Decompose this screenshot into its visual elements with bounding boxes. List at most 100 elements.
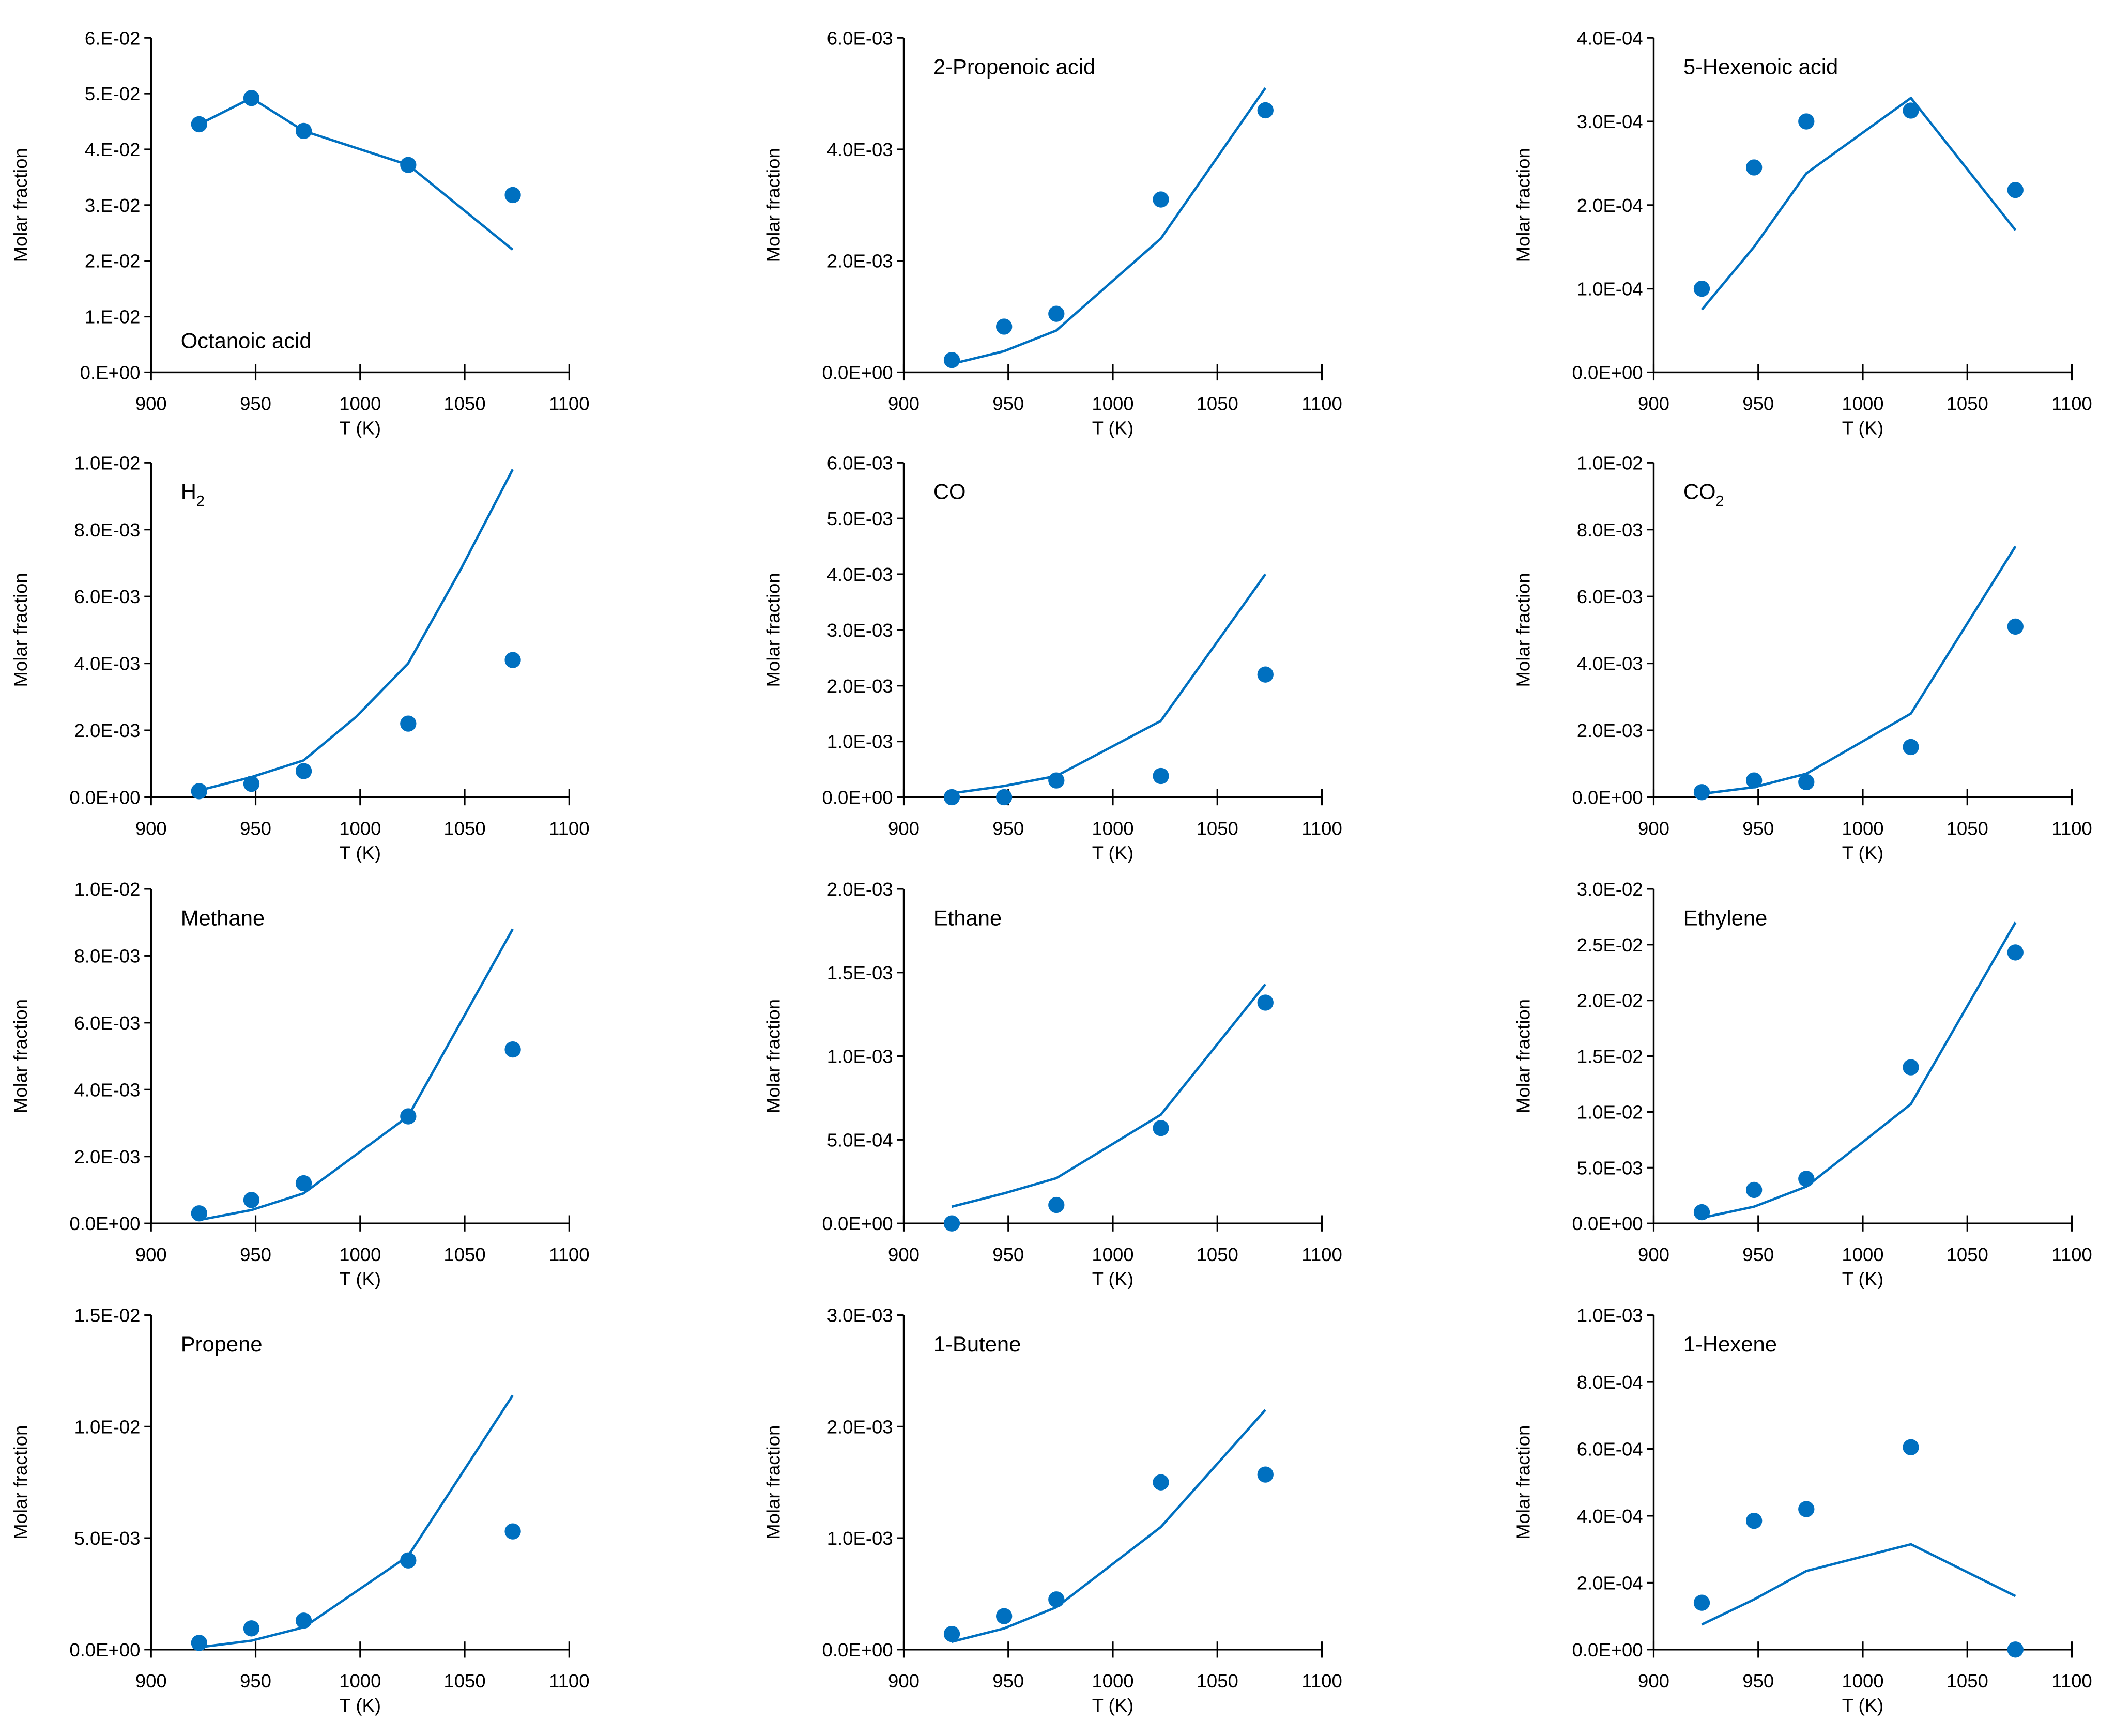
experimental-point (504, 652, 521, 668)
y-tick-label: 1.0E-03 (827, 1528, 893, 1549)
x-tick-label: 900 (888, 1670, 919, 1692)
y-tick-label: 4.0E-03 (74, 1079, 141, 1100)
experimental-point (1693, 280, 1710, 297)
x-tick-label: 1000 (339, 393, 381, 414)
x-tick-label: 950 (992, 818, 1024, 839)
experimental-point (504, 187, 521, 204)
y-tick-label: 6.0E-03 (74, 1012, 141, 1034)
y-tick-label: 0.0E+00 (69, 1213, 140, 1234)
x-tick-label: 950 (1742, 393, 1774, 414)
model-line (1702, 545, 2017, 795)
series-title: Ethane (933, 905, 1002, 930)
title-text: CO (1683, 480, 1716, 504)
chart-panel: 0.0E+00 1.0E-03 2.0E-03 3.0E-03 4.0E-03 5.0E-… (762, 452, 1342, 863)
model-line (198, 96, 514, 251)
x-tick-label: 1000 (1842, 1670, 1883, 1692)
title-text: Octanoic acid (181, 328, 312, 352)
x-tick-label: 1050 (1197, 1244, 1238, 1265)
series-title: CO2 (1683, 480, 1724, 510)
title-text: 1-Butene (933, 1332, 1021, 1356)
experimental-point (400, 157, 417, 173)
y-tick-label: 2.0E-03 (74, 1146, 141, 1167)
y-tick-label: 2.0E-03 (827, 879, 893, 900)
series-title: Ethylene (1683, 905, 1767, 930)
title-subscript: 2 (1716, 493, 1724, 510)
y-axis-label: Molar fraction (1512, 148, 1534, 262)
experimental-point (943, 1625, 960, 1642)
y-tick-label: 3.E-02 (85, 195, 141, 216)
model-line (1700, 96, 2017, 311)
y-tick-label: 5.0E-03 (1577, 1157, 1643, 1178)
experimental-point (400, 1552, 417, 1569)
experimental-point (1048, 305, 1065, 322)
chart-panel: 0.0E+00 2.0E-04 4.0E-04 6.0E-04 8.0E-04 1.0E-… (1512, 1305, 2092, 1716)
y-tick-label: 3.0E-03 (827, 1305, 893, 1326)
y-tick-label: 5.E-02 (85, 83, 141, 104)
experimental-point (1048, 772, 1065, 789)
title-subscript: 2 (196, 493, 205, 510)
series-title: 2-Propenoic acid (933, 55, 1095, 79)
y-tick-label: 1.0E-02 (74, 452, 141, 473)
y-tick-label: 8.0E-03 (74, 519, 141, 541)
x-tick-label: 900 (888, 1244, 919, 1265)
x-tick-label: 950 (240, 818, 271, 839)
y-axis-label: Molar fraction (10, 573, 31, 687)
experimental-point (1745, 159, 1762, 176)
y-tick-label: 1.0E-03 (1577, 1305, 1643, 1326)
title-text: H (181, 480, 196, 504)
x-tick-label: 1100 (1301, 818, 1342, 839)
y-tick-label: 1.E-02 (85, 306, 141, 328)
x-tick-label: 1000 (1092, 393, 1133, 414)
experimental-point (1903, 739, 1919, 756)
x-tick-label: 1050 (1197, 818, 1238, 839)
experimental-point (400, 1108, 417, 1125)
x-tick-label: 1000 (1842, 393, 1883, 414)
experimental-point (1903, 102, 1919, 119)
x-tick-label: 1100 (2051, 818, 2092, 839)
y-tick-label: 1.0E-03 (827, 731, 893, 752)
experimental-point (2007, 182, 2024, 198)
model-line (952, 573, 1267, 795)
y-tick-label: 6.0E-03 (1577, 586, 1643, 607)
x-tick-label: 1100 (1301, 393, 1342, 414)
experimental-point (504, 1523, 521, 1540)
x-axis-label: T (K) (1092, 842, 1133, 864)
experimental-point (2007, 944, 2024, 961)
x-tick-label: 1050 (443, 818, 485, 839)
y-tick-label: 5.0E-03 (74, 1528, 141, 1549)
x-tick-label: 900 (135, 1244, 167, 1265)
y-axis-label: Molar fraction (1512, 999, 1534, 1113)
experimental-point (1745, 1181, 1762, 1199)
title-text: 2-Propenoic acid (933, 55, 1095, 79)
y-tick-label: 2.0E-03 (1577, 720, 1643, 741)
experimental-point (1693, 1594, 1710, 1611)
x-tick-label: 1100 (2051, 393, 2092, 414)
x-tick-label: 900 (1638, 818, 1669, 839)
x-tick-label: 1000 (1842, 1244, 1883, 1265)
y-tick-label: 1.0E-02 (1577, 452, 1643, 473)
y-tick-label: 0.0E+00 (1572, 362, 1643, 383)
chart-panel: 0.0E+00 2.0E-03 4.0E-03 6.0E-03 900 950 1000 10… (762, 27, 1342, 438)
experimental-point (1257, 102, 1274, 119)
experimental-point (191, 1205, 207, 1222)
x-tick-label: 1100 (549, 1244, 590, 1265)
title-text: Propene (181, 1332, 263, 1356)
experimental-point (1903, 1439, 1919, 1455)
y-tick-label: 6.0E-03 (827, 452, 893, 473)
experimental-point (2007, 618, 2024, 635)
experimental-point (243, 90, 260, 106)
y-axis-label: Molar fraction (762, 148, 784, 262)
x-tick-label: 1050 (443, 393, 485, 414)
x-tick-label: 900 (888, 393, 919, 414)
title-text: CO (933, 480, 966, 504)
x-axis-label: T (K) (1842, 417, 1883, 438)
chart-panel: 0.0E+00 5.0E-04 1.0E-03 1.5E-03 2.0E-03 900 95… (762, 879, 1342, 1289)
model-line (199, 928, 514, 1221)
x-tick-label: 1000 (1842, 818, 1883, 839)
y-tick-label: 1.0E-02 (74, 1416, 141, 1437)
y-tick-label: 0.0E+00 (822, 1639, 893, 1661)
title-text: 5-Hexenoic acid (1683, 55, 1838, 79)
y-tick-label: 3.0E-03 (827, 620, 893, 641)
title-text: Ethane (933, 905, 1002, 930)
